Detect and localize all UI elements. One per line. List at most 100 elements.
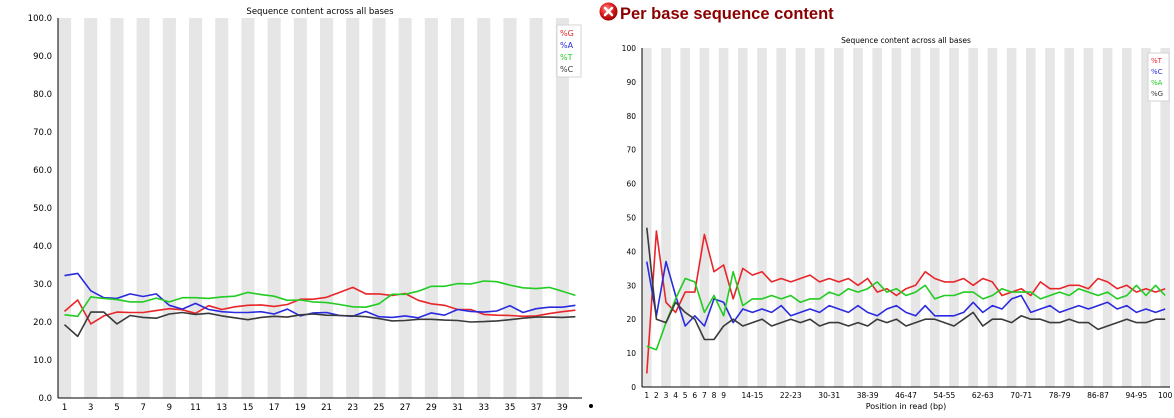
y-tick-label: 40.0 xyxy=(33,242,52,252)
chart-title: Sequence content across all bases xyxy=(246,7,394,17)
grid-band xyxy=(949,48,959,387)
grid-band xyxy=(136,18,150,398)
legend-box xyxy=(556,24,582,78)
y-tick-label: 90.0 xyxy=(33,52,52,62)
plot-area xyxy=(642,48,1170,387)
grid-band xyxy=(1102,48,1113,387)
x-tick-label: 27 xyxy=(400,403,411,413)
series-line-g xyxy=(63,286,576,325)
grid-band xyxy=(872,48,882,387)
y-tick-label: 10 xyxy=(626,349,636,358)
grid-band xyxy=(1026,48,1036,387)
legend-entry: %T xyxy=(560,53,573,62)
series-line-a xyxy=(646,270,1166,351)
grid-band xyxy=(267,18,281,398)
grid-band xyxy=(1141,48,1151,387)
grid-band xyxy=(84,18,98,398)
y-tick-label: 100.0 xyxy=(28,14,52,24)
grid-band xyxy=(757,48,767,387)
x-tick-label: 31 xyxy=(452,403,463,413)
x-tick-label: 4 xyxy=(673,391,678,400)
series-line-g xyxy=(646,227,1166,341)
x-tick-label: 33 xyxy=(478,403,489,413)
x-tick-label: 35 xyxy=(505,403,516,413)
grid-band xyxy=(503,18,517,398)
y-tick-label: 0 xyxy=(631,383,636,392)
grid-band xyxy=(293,18,307,398)
x-tick-label: 5 xyxy=(114,403,119,413)
grid-band xyxy=(215,18,229,398)
grid-band xyxy=(1006,48,1017,387)
x-tick-label: 23 xyxy=(347,403,358,413)
grid-band xyxy=(834,48,844,387)
y-tick-label: 30 xyxy=(626,281,636,290)
x-tick-label: 7 xyxy=(140,403,145,413)
x-tick-label: 11 xyxy=(190,403,201,413)
x-axis-label: Position in read (bp) xyxy=(866,402,946,411)
grid-band xyxy=(1083,48,1094,387)
page-title: Per base sequence content xyxy=(620,5,834,23)
x-tick-label: 54-55 xyxy=(934,391,956,400)
x-tick-label: 15 xyxy=(243,403,254,413)
x-tick-label: 8 xyxy=(712,391,717,400)
y-tick-label: 60 xyxy=(626,180,636,189)
grid-band xyxy=(320,18,334,398)
grid-band xyxy=(372,18,386,398)
y-tick-label: 50.0 xyxy=(33,204,52,214)
y-tick-label: 20 xyxy=(626,315,636,324)
x-tick-label: 9 xyxy=(167,403,172,413)
x-tick-label: 37 xyxy=(531,403,542,413)
x-tick-label: 70-71 xyxy=(1010,391,1032,400)
x-tick-label: 100 xyxy=(1158,391,1173,400)
grid-band xyxy=(58,18,72,398)
y-tick-label: 60.0 xyxy=(33,166,52,176)
x-tick-label: 30-31 xyxy=(818,391,840,400)
legend-box xyxy=(1147,52,1170,102)
grid-band xyxy=(1045,48,1055,387)
x-tick-label: 86-87 xyxy=(1087,391,1109,400)
grid-band xyxy=(968,48,978,387)
x-tick-label: 29 xyxy=(426,403,437,413)
x-tick-label: 38-39 xyxy=(857,391,879,400)
error-icon xyxy=(599,2,618,21)
series-line-t xyxy=(64,280,576,318)
chart-right: Sequence content across all bases 0 10 20 30… xyxy=(622,36,1173,411)
grid-band xyxy=(451,18,465,398)
x-tick-label: 14-15 xyxy=(742,391,764,400)
grid-band xyxy=(795,48,806,387)
y-tick-label: 30.0 xyxy=(33,280,52,290)
legend-entry: %C xyxy=(1151,68,1163,76)
y-tick-label: 50 xyxy=(626,214,636,223)
x-tick-label: 39 xyxy=(557,403,568,413)
grid-band xyxy=(346,18,360,398)
x-tick-label: 7 xyxy=(702,391,707,400)
grid-band xyxy=(930,48,940,387)
grid-band xyxy=(1064,48,1074,387)
chart-title: Sequence content across all bases xyxy=(841,36,971,45)
grid-band xyxy=(529,18,543,398)
grid-band xyxy=(642,48,652,387)
chart-left: Sequence content across all bases 0.0 10.0… xyxy=(28,7,582,413)
grid-band xyxy=(110,18,124,398)
x-tick-label: 2 xyxy=(654,391,659,400)
legend-entry: %A xyxy=(1151,79,1163,87)
grid-band xyxy=(718,48,729,387)
x-tick-label: 25 xyxy=(374,403,385,413)
grid-band xyxy=(189,18,203,398)
y-tick-label: 0.0 xyxy=(38,394,52,404)
y-tick-label: 70 xyxy=(626,146,636,155)
grid-band xyxy=(477,18,491,398)
grid-band xyxy=(661,48,671,387)
grid-band xyxy=(738,48,748,387)
bullet-dot xyxy=(589,404,593,408)
y-tick-label: 80 xyxy=(626,112,636,121)
x-tick-label: 62-63 xyxy=(972,391,994,400)
y-tick-label: 70.0 xyxy=(33,128,52,138)
grid-band xyxy=(910,48,921,387)
x-tick-label: 6 xyxy=(692,391,697,400)
grid-band xyxy=(555,18,569,398)
y-tick-label: 90 xyxy=(626,78,636,87)
legend-entry: %G xyxy=(560,29,574,38)
grid-band xyxy=(699,48,710,387)
